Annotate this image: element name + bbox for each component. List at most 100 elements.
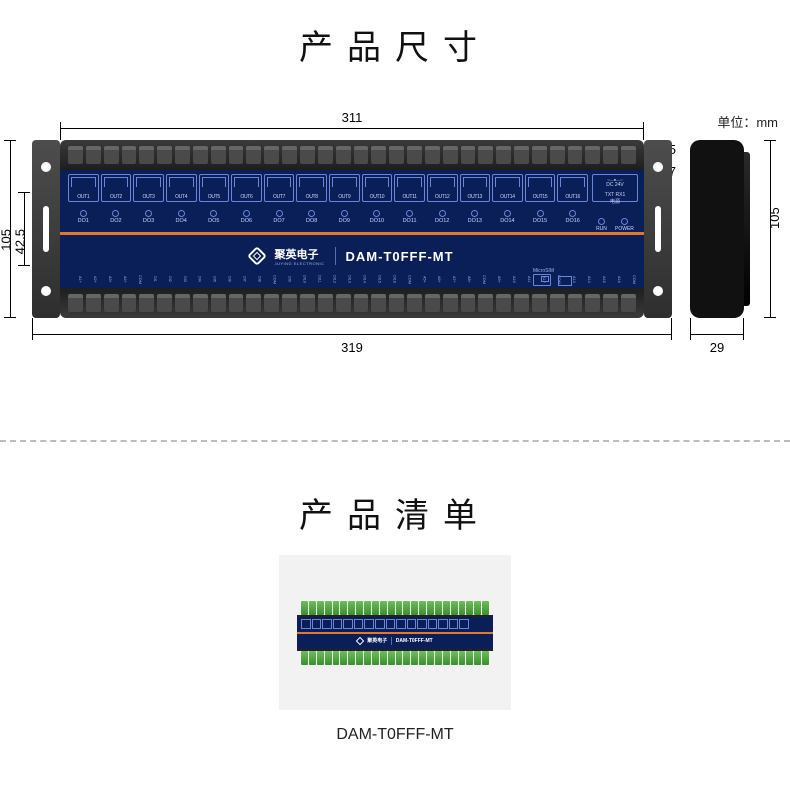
packlist-item: 聚英电子 DAM-T0FFF-MT DAM-T0FFF-MT bbox=[279, 555, 511, 744]
psu-label: 电源 bbox=[595, 198, 635, 205]
port-label: DI14 bbox=[352, 272, 366, 286]
out-cell: OUT16 bbox=[557, 174, 588, 202]
do-cell: DO10 bbox=[362, 210, 393, 226]
port-label: COM bbox=[622, 272, 636, 286]
port-label: DI7 bbox=[233, 272, 247, 286]
dim-105-right: 105 bbox=[770, 140, 771, 318]
do-cell: DO3 bbox=[133, 210, 164, 226]
do-cell: DO13 bbox=[460, 210, 491, 226]
dim-319-label: 319 bbox=[341, 340, 363, 355]
do-cell: DO5 bbox=[199, 210, 230, 226]
port-label: COM bbox=[397, 272, 411, 286]
port-label: DI9 bbox=[278, 272, 292, 286]
packlist-area: 聚英电子 DAM-T0FFF-MT DAM-T0FFF-MT bbox=[0, 555, 790, 744]
packlist-image: 聚英电子 DAM-T0FFF-MT bbox=[279, 555, 511, 710]
port-label: A11 bbox=[517, 272, 531, 286]
packlist-caption: DAM-T0FFF-MT bbox=[279, 726, 511, 744]
divider bbox=[0, 440, 790, 442]
top-terminal-row bbox=[60, 140, 644, 170]
out-label: OUT15 bbox=[526, 194, 555, 200]
title-packlist: 产品清单 bbox=[0, 488, 790, 537]
do-cell: DO11 bbox=[394, 210, 425, 226]
port-label: DI5 bbox=[203, 272, 217, 286]
out-cell: OUT7 bbox=[264, 174, 295, 202]
mini-logo-icon bbox=[356, 636, 364, 644]
port-label: A3+ bbox=[98, 272, 112, 286]
out-label: OUT1 bbox=[69, 194, 98, 200]
port-label: DI16 bbox=[382, 272, 396, 286]
title-dimensions: 产品尺寸 bbox=[0, 20, 790, 69]
port-label: DI10 bbox=[293, 272, 307, 286]
led-power: POWER bbox=[615, 218, 634, 232]
do-cell: DO12 bbox=[427, 210, 458, 226]
do-cell: DO2 bbox=[101, 210, 132, 226]
device-front: OUT1OUT2OUT3OUT4OUT5OUT6OUT7OUT8OUT9OUT1… bbox=[60, 140, 644, 318]
port-label: A8+ bbox=[457, 272, 471, 286]
microsim-icon bbox=[533, 274, 551, 286]
dim-29: 29 bbox=[690, 334, 744, 335]
unit-label: 单位：mm bbox=[717, 112, 778, 131]
out-cell: OUT4 bbox=[166, 174, 197, 202]
do-cell: DO6 bbox=[231, 210, 262, 226]
out-label: OUT12 bbox=[428, 194, 457, 200]
mini-brand-cn: 聚英电子 bbox=[367, 637, 387, 644]
port-label: A14 bbox=[577, 272, 591, 286]
port-label: DI4 bbox=[188, 272, 202, 286]
port-label: A2+ bbox=[83, 272, 97, 286]
out-label: OUT4 bbox=[167, 194, 196, 200]
bottom-terminal-row bbox=[60, 288, 644, 318]
do-cell: DO9 bbox=[329, 210, 360, 226]
port-label: DI13 bbox=[337, 272, 351, 286]
dimension-diagram: 单位：mm 311 319 105 42.5 5 7 bbox=[0, 80, 790, 400]
out-label: OUT9 bbox=[330, 194, 359, 200]
port-label: A7+ bbox=[442, 272, 456, 286]
dim-319: 319 bbox=[32, 334, 672, 335]
out-label: OUT2 bbox=[102, 194, 131, 200]
port-label: A16 bbox=[607, 272, 621, 286]
do-row: DO1DO2DO3DO4DO5DO6DO7DO8DO9DO10DO11DO12D… bbox=[68, 210, 588, 226]
orange-divider bbox=[60, 232, 644, 235]
out-cell: OUT8 bbox=[296, 174, 327, 202]
dim-105-right-label: 105 bbox=[768, 207, 783, 229]
brand-row: 聚英电子 JUYING ELECTRONIC DAM-T0FFF-MT bbox=[60, 244, 644, 268]
brand-logo-icon bbox=[248, 246, 268, 266]
mini-device: 聚英电子 DAM-T0FFF-MT bbox=[297, 601, 493, 665]
dim-311-label: 311 bbox=[342, 110, 363, 125]
out-cell: OUT6 bbox=[231, 174, 262, 202]
port-label: DI1 bbox=[143, 272, 157, 286]
port-label: DI15 bbox=[367, 272, 381, 286]
port-label: COM bbox=[263, 272, 277, 286]
ethernet-icon bbox=[558, 276, 572, 286]
dc-label: DC 24V bbox=[595, 182, 635, 188]
out-label: OUT14 bbox=[493, 194, 522, 200]
port-label: DI12 bbox=[322, 272, 336, 286]
out-cell: OUT13 bbox=[460, 174, 491, 202]
out-cell: OUT11 bbox=[394, 174, 425, 202]
port-label: DI3 bbox=[173, 272, 187, 286]
brand-en: JUYING ELECTRONIC bbox=[274, 261, 324, 266]
out-cell: OUT14 bbox=[492, 174, 523, 202]
out-label: OUT11 bbox=[395, 194, 424, 200]
out-label: OUT8 bbox=[297, 194, 326, 200]
do-cell: DO8 bbox=[296, 210, 327, 226]
out-cell: OUT5 bbox=[199, 174, 230, 202]
dim-105-left-label: 105 bbox=[0, 229, 14, 251]
port-label: A4+ bbox=[113, 272, 127, 286]
out-label: OUT16 bbox=[558, 194, 587, 200]
do-cell: DO7 bbox=[264, 210, 295, 226]
port-label: A10 bbox=[502, 272, 516, 286]
do-cell: DO15 bbox=[525, 210, 556, 226]
out-label: OUT3 bbox=[134, 194, 163, 200]
port-label: COM bbox=[128, 272, 142, 286]
out-cell: OUT9 bbox=[329, 174, 360, 202]
out-cell: OUT10 bbox=[362, 174, 393, 202]
do-cell: DO1 bbox=[68, 210, 99, 226]
port-label: COM bbox=[472, 272, 486, 286]
dim-311: 311 bbox=[60, 128, 644, 129]
out-label: OUT6 bbox=[232, 194, 261, 200]
out-row: OUT1OUT2OUT3OUT4OUT5OUT6OUT7OUT8OUT9OUT1… bbox=[68, 174, 588, 202]
led-run: RUN bbox=[596, 218, 607, 232]
model-text: DAM-T0FFF-MT bbox=[346, 249, 454, 264]
port-label: DI2 bbox=[158, 272, 172, 286]
out-label: OUT7 bbox=[265, 194, 294, 200]
